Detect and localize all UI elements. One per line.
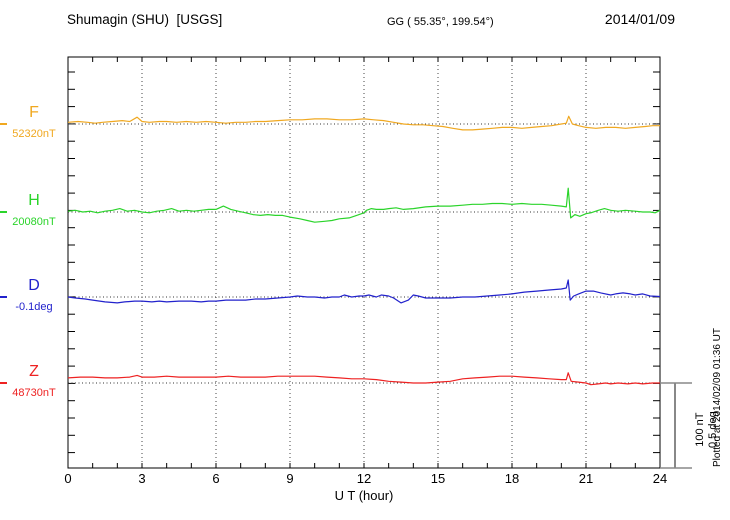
x-tick-label-18: 18: [504, 471, 520, 486]
x-tick-label-12: 12: [356, 471, 372, 486]
trace-Z: [67, 372, 660, 386]
trace-F: [67, 115, 660, 131]
trace-D: [67, 279, 661, 304]
x-tick-label-24: 24: [652, 471, 668, 486]
trace-letter-H: H: [28, 192, 40, 209]
x-tick-label-3: 3: [138, 471, 146, 486]
trace-baseline-value-F: 52320nT: [12, 128, 56, 140]
plotted-timestamp: Plotted at 2014/02/09 01:36 UT: [712, 328, 723, 467]
trace-letter-D: D: [28, 277, 40, 294]
trace-H: [67, 187, 661, 223]
trace-baseline-value-Z: 48730nT: [12, 387, 56, 399]
geographic-coordinates: GG ( 55.35°, 199.54°): [387, 16, 494, 28]
x-tick-label-0: 0: [64, 471, 72, 486]
x-axis-title: U T (hour): [334, 488, 394, 503]
trace-letter-Z: Z: [29, 363, 39, 380]
station-title: Shumagin (SHU) [USGS]: [67, 12, 223, 27]
trace-baseline-value-H: 20080nT: [12, 216, 56, 228]
x-tick-label-21: 21: [578, 471, 594, 486]
plot-date: 2014/01/09: [604, 11, 675, 27]
x-tick-label-6: 6: [212, 471, 220, 486]
scale-bar-label-nt: 100 nT: [694, 412, 706, 447]
x-tick-label-15: 15: [430, 471, 446, 486]
trace-baseline-value-D: -0.1deg: [15, 301, 53, 313]
x-tick-label-9: 9: [286, 471, 294, 486]
trace-letter-F: F: [29, 104, 39, 121]
